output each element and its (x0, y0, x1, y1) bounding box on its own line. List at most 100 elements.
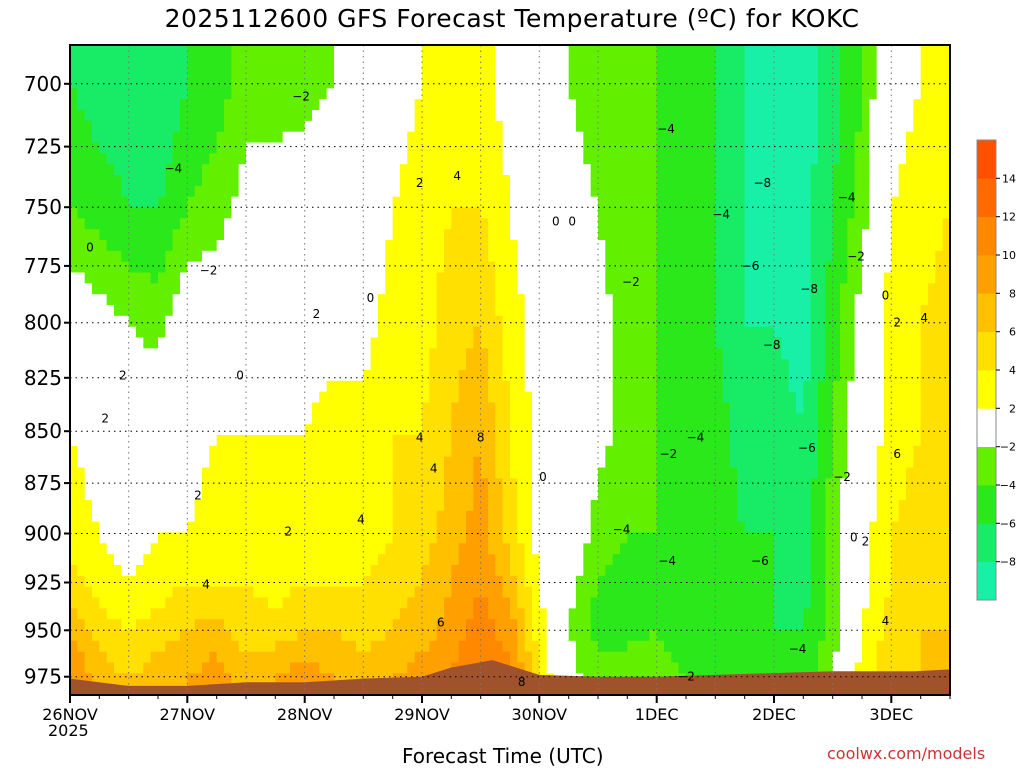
field-cell (458, 575, 467, 588)
field-cell (634, 435, 643, 447)
field-cell (473, 164, 482, 176)
field-cell (656, 207, 665, 219)
field-cell (458, 640, 467, 653)
field-cell (605, 88, 614, 100)
field-cell (466, 424, 474, 436)
field-cell (114, 240, 122, 252)
field-cell (106, 565, 115, 577)
field-cell (172, 272, 181, 284)
field-cell (539, 630, 548, 642)
field-cell (136, 630, 144, 642)
field-cell (312, 630, 320, 642)
field-cell (502, 402, 511, 414)
field-cell (180, 272, 188, 284)
field-cell (282, 348, 291, 360)
field-cell (304, 315, 313, 328)
field-cell (400, 532, 408, 544)
field-cell (400, 521, 408, 534)
field-cell (77, 294, 86, 306)
field-cell (363, 218, 372, 230)
field-cell (671, 283, 680, 295)
field-cell (502, 45, 511, 57)
field-cell (422, 586, 430, 599)
field-cell (77, 554, 86, 566)
field-cell (326, 435, 335, 447)
field-cell (436, 164, 445, 176)
field-cell (664, 359, 672, 371)
field-cell (121, 532, 130, 544)
field-cell (378, 66, 386, 79)
field-cell (546, 554, 555, 566)
field-cell (612, 283, 621, 295)
field-cell (70, 532, 78, 544)
field-cell (121, 597, 130, 609)
field-cell (642, 619, 650, 631)
field-cell (422, 619, 430, 631)
field-cell (378, 88, 386, 100)
field-cell (341, 500, 350, 512)
field-cell (554, 55, 562, 68)
field-cell (466, 370, 474, 382)
field-cell (114, 532, 122, 544)
field-cell (77, 326, 86, 339)
field-cell (590, 586, 599, 599)
field-cell (568, 510, 577, 523)
field-cell (238, 575, 247, 588)
field-cell (539, 337, 548, 349)
field-cell (216, 543, 225, 555)
field-cell (106, 120, 115, 133)
field-cell (444, 640, 452, 653)
field-cell (341, 424, 350, 436)
field-cell (356, 315, 364, 328)
field-cell (400, 315, 408, 328)
field-cell (502, 77, 511, 89)
field-cell (224, 348, 232, 360)
field-cell (422, 88, 430, 100)
field-cell (576, 640, 584, 653)
field-cell (502, 521, 511, 534)
field-cell (180, 305, 188, 317)
field-cell (143, 305, 152, 317)
field-cell (187, 597, 196, 609)
field-cell (451, 348, 460, 360)
field-cell (502, 445, 511, 458)
field-cell (172, 370, 181, 382)
field-cell (187, 391, 196, 404)
field-cell (414, 55, 423, 68)
field-cell (502, 608, 511, 620)
field-cell (268, 229, 276, 241)
field-cell (583, 435, 592, 447)
field-cell (649, 651, 658, 664)
field-cell (649, 207, 658, 219)
field-cell (70, 554, 78, 566)
field-cell (642, 640, 650, 653)
field-cell (422, 196, 430, 209)
field-cell (238, 456, 247, 469)
field-cell (539, 467, 548, 479)
field-cell (84, 66, 93, 79)
field-cell (517, 608, 526, 620)
field-cell (429, 435, 438, 447)
field-cell (114, 630, 122, 642)
field-cell (172, 185, 181, 198)
field-cell (524, 272, 533, 284)
field-cell (422, 55, 430, 68)
field-cell (583, 326, 592, 339)
field-cell (165, 435, 174, 447)
field-cell (231, 326, 240, 339)
field-cell (473, 543, 482, 555)
field-cell (172, 110, 181, 122)
field-cell (121, 543, 130, 555)
field-cell (576, 261, 584, 274)
field-cell (114, 261, 122, 274)
field-cell (473, 608, 482, 620)
field-cell (458, 651, 467, 664)
field-cell (77, 272, 86, 284)
field-cell (77, 175, 86, 187)
field-cell (458, 543, 467, 555)
field-cell (290, 500, 298, 512)
field-cell (385, 575, 394, 588)
field-cell (165, 337, 174, 349)
field-cell (488, 467, 496, 479)
field-cell (99, 456, 108, 469)
